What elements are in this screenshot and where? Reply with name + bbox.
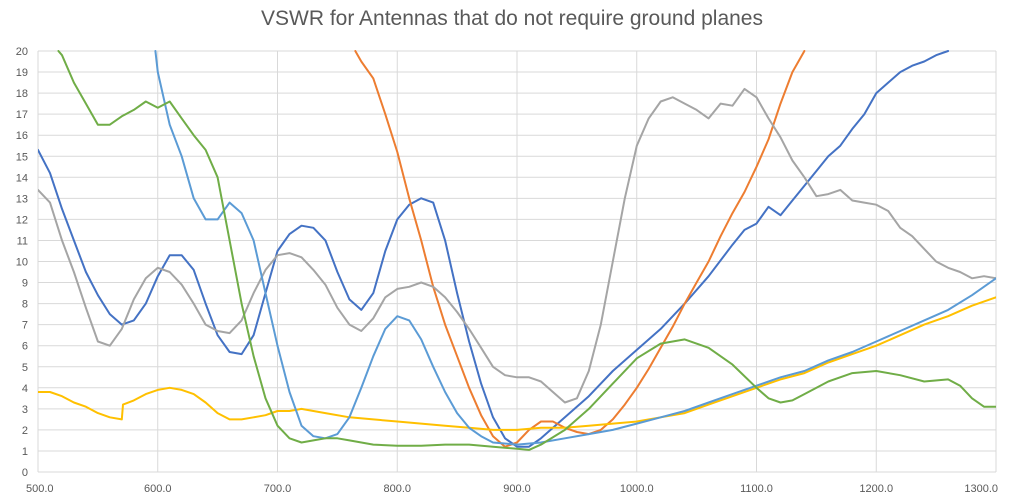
x-tick-label: 1000.0 [620,483,654,495]
y-tick-label: 15 [16,151,28,163]
y-tick-label: 14 [16,172,28,184]
y-tick-label: 2 [22,425,28,437]
gridlines [37,50,997,473]
y-tick-label: 11 [17,235,28,247]
series-line-4 [38,296,996,431]
y-tick-label: 20 [16,46,28,58]
y-tick-label: 1 [22,446,28,458]
y-tick-label: 4 [22,383,28,395]
series-line-6 [57,50,996,451]
y-tick-label: 5 [22,362,28,374]
series-line-1 [38,50,950,448]
series-line-3 [38,87,996,404]
x-tick-label: 500.0 [26,483,54,495]
x-tick-label: 600.0 [144,483,172,495]
series-line-2 [354,50,806,448]
y-tick-label: 18 [16,88,28,100]
y-tick-label: 9 [22,278,28,290]
y-tick-label: 10 [16,257,28,269]
x-tick-label: 900.0 [503,483,531,495]
y-tick-label: 3 [22,404,28,416]
x-tick-label: 1200.0 [859,483,893,495]
x-axis-ticks: 500.0 600.0 700.0 800.0 900.0 1000.0 1100.0 120… [26,483,998,495]
y-tick-label: 16 [16,130,28,142]
y-tick-label: 17 [16,109,28,121]
y-tick-label: 12 [16,214,28,226]
y-tick-label: 8 [22,299,28,311]
x-tick-label: 1100.0 [740,483,773,495]
y-tick-label: 13 [16,193,28,205]
x-tick-label: 1300.0 [964,483,998,495]
chart-title: VSWR for Antennas that do not require gr… [261,7,763,30]
series-line-5 [154,50,996,446]
series-lines [38,50,996,451]
y-tick-label: 0 [22,467,28,479]
y-tick-label: 6 [22,341,28,353]
y-tick-label: 19 [16,67,28,79]
x-tick-label: 700.0 [264,483,292,495]
y-tick-label: 7 [22,320,28,332]
x-tick-label: 800.0 [383,483,411,495]
